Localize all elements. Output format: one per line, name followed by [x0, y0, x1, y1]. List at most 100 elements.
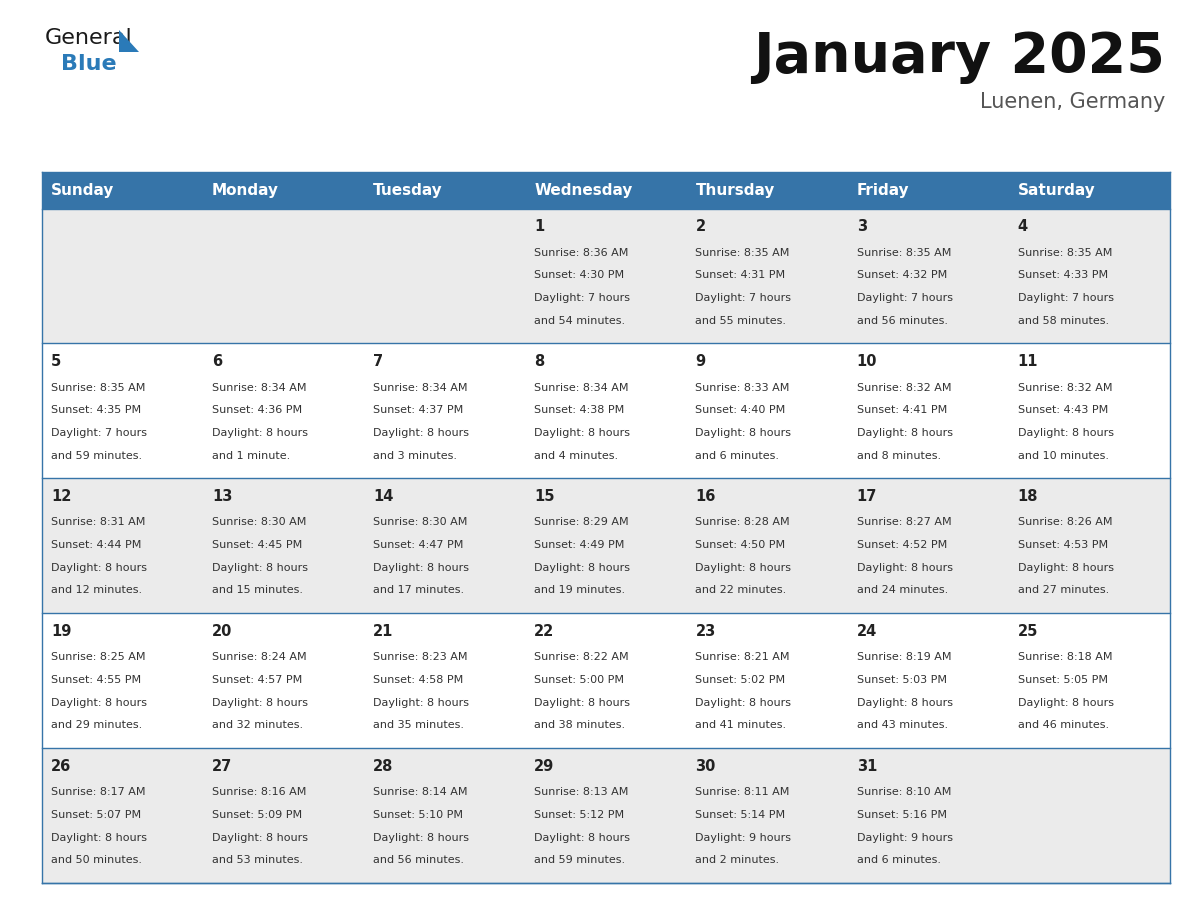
Bar [848, 478, 1009, 613]
Text: Sunset: 4:55 PM: Sunset: 4:55 PM [51, 675, 141, 685]
Text: Sunrise: 8:31 AM: Sunrise: 8:31 AM [51, 518, 145, 528]
Text: Sunrise: 8:29 AM: Sunrise: 8:29 AM [535, 518, 628, 528]
Text: Sunset: 4:52 PM: Sunset: 4:52 PM [857, 540, 947, 550]
Bar [848, 208, 1009, 343]
Text: 31: 31 [857, 759, 877, 774]
Bar [525, 343, 687, 478]
Text: Sunrise: 8:24 AM: Sunrise: 8:24 AM [211, 653, 307, 662]
Text: and 1 minute.: and 1 minute. [211, 451, 290, 461]
Text: Sunset: 5:00 PM: Sunset: 5:00 PM [535, 675, 624, 685]
Text: Daylight: 8 hours: Daylight: 8 hours [211, 563, 308, 573]
Text: Daylight: 8 hours: Daylight: 8 hours [695, 563, 791, 573]
Text: 18: 18 [1018, 489, 1038, 504]
Text: Sunset: 4:41 PM: Sunset: 4:41 PM [857, 405, 947, 415]
Text: Sunrise: 8:22 AM: Sunrise: 8:22 AM [535, 653, 628, 662]
Text: 22: 22 [535, 624, 555, 639]
Text: Sunrise: 8:16 AM: Sunrise: 8:16 AM [211, 788, 307, 797]
Text: Daylight: 7 hours: Daylight: 7 hours [695, 293, 791, 303]
Text: Blue: Blue [61, 54, 116, 74]
Bar [42, 478, 203, 613]
Text: and 2 minutes.: and 2 minutes. [695, 856, 779, 865]
Bar [687, 748, 848, 883]
Bar [42, 613, 203, 748]
Bar [525, 748, 687, 883]
Text: Sunset: 5:03 PM: Sunset: 5:03 PM [857, 675, 947, 685]
Text: Sunset: 4:32 PM: Sunset: 4:32 PM [857, 270, 947, 280]
Text: Sunrise: 8:19 AM: Sunrise: 8:19 AM [857, 653, 952, 662]
Bar [525, 172, 687, 208]
Text: Sunday: Sunday [51, 183, 114, 197]
Text: Sunrise: 8:14 AM: Sunrise: 8:14 AM [373, 788, 468, 797]
Text: and 10 minutes.: and 10 minutes. [1018, 451, 1108, 461]
Text: 13: 13 [211, 489, 233, 504]
Text: Sunset: 4:33 PM: Sunset: 4:33 PM [1018, 270, 1108, 280]
Text: Daylight: 8 hours: Daylight: 8 hours [857, 563, 953, 573]
Text: Sunset: 5:07 PM: Sunset: 5:07 PM [51, 810, 141, 820]
Bar [203, 748, 365, 883]
Text: and 58 minutes.: and 58 minutes. [1018, 316, 1108, 326]
Bar [365, 478, 525, 613]
Bar [687, 613, 848, 748]
Text: Sunset: 5:12 PM: Sunset: 5:12 PM [535, 810, 625, 820]
Text: and 41 minutes.: and 41 minutes. [695, 721, 786, 731]
Bar [687, 343, 848, 478]
Text: and 12 minutes.: and 12 minutes. [51, 586, 143, 596]
Bar [1009, 172, 1170, 208]
Text: Sunrise: 8:33 AM: Sunrise: 8:33 AM [695, 383, 790, 393]
Text: Daylight: 8 hours: Daylight: 8 hours [1018, 698, 1113, 708]
Text: and 24 minutes.: and 24 minutes. [857, 586, 948, 596]
Text: and 3 minutes.: and 3 minutes. [373, 451, 457, 461]
Text: Sunset: 4:31 PM: Sunset: 4:31 PM [695, 270, 785, 280]
Text: 25: 25 [1018, 624, 1038, 639]
Polygon shape [119, 30, 139, 52]
Text: and 59 minutes.: and 59 minutes. [535, 856, 625, 865]
Text: 7: 7 [373, 354, 384, 369]
Text: 1: 1 [535, 219, 544, 234]
Text: Sunrise: 8:30 AM: Sunrise: 8:30 AM [211, 518, 307, 528]
Text: Sunset: 4:38 PM: Sunset: 4:38 PM [535, 405, 625, 415]
Text: Daylight: 8 hours: Daylight: 8 hours [535, 833, 631, 843]
Text: Daylight: 8 hours: Daylight: 8 hours [535, 428, 631, 438]
Text: Sunset: 4:45 PM: Sunset: 4:45 PM [211, 540, 302, 550]
Text: Sunset: 4:36 PM: Sunset: 4:36 PM [211, 405, 302, 415]
Bar [687, 208, 848, 343]
Text: Daylight: 8 hours: Daylight: 8 hours [1018, 428, 1113, 438]
Text: 9: 9 [695, 354, 706, 369]
Text: and 32 minutes.: and 32 minutes. [211, 721, 303, 731]
Bar [525, 478, 687, 613]
Text: and 56 minutes.: and 56 minutes. [857, 316, 948, 326]
Text: 23: 23 [695, 624, 715, 639]
Text: 12: 12 [51, 489, 71, 504]
Text: Sunrise: 8:30 AM: Sunrise: 8:30 AM [373, 518, 468, 528]
Text: and 54 minutes.: and 54 minutes. [535, 316, 625, 326]
Bar [42, 172, 203, 208]
Text: Sunset: 5:05 PM: Sunset: 5:05 PM [1018, 675, 1107, 685]
Text: and 53 minutes.: and 53 minutes. [211, 856, 303, 865]
Bar [525, 613, 687, 748]
Text: Daylight: 8 hours: Daylight: 8 hours [695, 428, 791, 438]
Bar [365, 748, 525, 883]
Text: Daylight: 9 hours: Daylight: 9 hours [857, 833, 953, 843]
Bar [203, 172, 365, 208]
Text: and 15 minutes.: and 15 minutes. [211, 586, 303, 596]
Bar [848, 172, 1009, 208]
Text: Daylight: 8 hours: Daylight: 8 hours [373, 428, 469, 438]
Text: Thursday: Thursday [695, 183, 775, 197]
Text: 11: 11 [1018, 354, 1038, 369]
Text: Sunrise: 8:34 AM: Sunrise: 8:34 AM [535, 383, 628, 393]
Text: Sunrise: 8:27 AM: Sunrise: 8:27 AM [857, 518, 952, 528]
Text: Sunrise: 8:32 AM: Sunrise: 8:32 AM [1018, 383, 1112, 393]
Text: Sunset: 4:50 PM: Sunset: 4:50 PM [695, 540, 785, 550]
Text: Monday: Monday [211, 183, 279, 197]
Text: Sunrise: 8:34 AM: Sunrise: 8:34 AM [373, 383, 468, 393]
Text: Sunset: 5:10 PM: Sunset: 5:10 PM [373, 810, 463, 820]
Text: Sunset: 4:44 PM: Sunset: 4:44 PM [51, 540, 141, 550]
Text: Sunrise: 8:35 AM: Sunrise: 8:35 AM [1018, 248, 1112, 258]
Text: Sunset: 4:35 PM: Sunset: 4:35 PM [51, 405, 141, 415]
Bar [1009, 343, 1170, 478]
Text: Daylight: 8 hours: Daylight: 8 hours [857, 428, 953, 438]
Text: Sunrise: 8:26 AM: Sunrise: 8:26 AM [1018, 518, 1112, 528]
Text: and 50 minutes.: and 50 minutes. [51, 856, 141, 865]
Text: 26: 26 [51, 759, 71, 774]
Text: Sunrise: 8:21 AM: Sunrise: 8:21 AM [695, 653, 790, 662]
